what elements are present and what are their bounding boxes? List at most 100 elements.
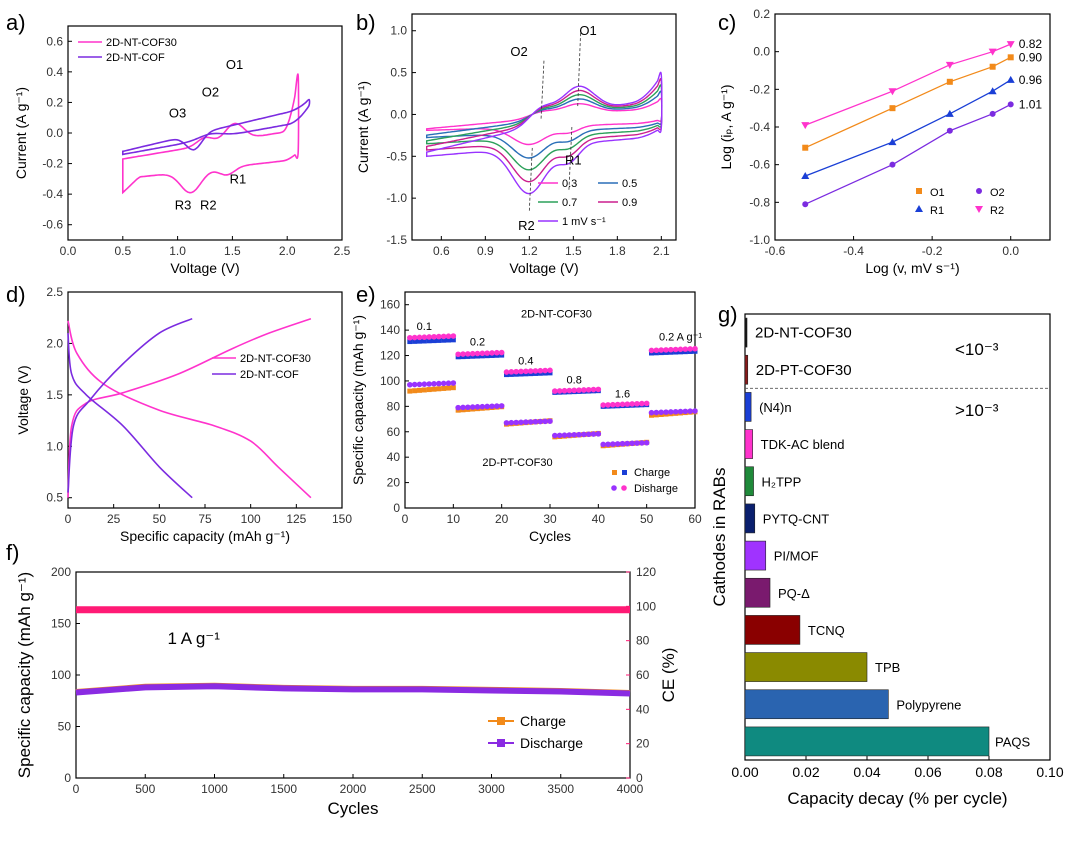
point-R1 — [1006, 75, 1015, 83]
point-2D-PT-COF30-Disharge — [566, 432, 573, 438]
x-tick-label: 2.5 — [334, 244, 351, 258]
x-axis-label: Log (v, mV s⁻¹) — [865, 260, 959, 276]
point-2D-NT-COF30-Disharge — [440, 333, 447, 340]
y-tick-label: 1.5 — [46, 388, 63, 402]
rate-label: 0.1 — [417, 321, 432, 333]
point-2D-NT-COF30-Disharge — [421, 334, 428, 340]
point-2D-PT-COF30-Disharge — [687, 408, 693, 414]
point-2D-NT-COF30-Disharge — [542, 367, 548, 374]
point-2D-NT-COF30-Charge — [417, 338, 422, 344]
point-2D-NT-COF30-Charge — [412, 338, 418, 344]
peak-guide-line — [568, 126, 573, 190]
panel-a-cv-chart: 0.0 0.5 1.0 1.5 2.0 2.5 -0.6 -0.4 -0.2 0.0 0.2 0.4 0… — [13, 25, 351, 276]
y2-tick-label: 80 — [636, 634, 650, 648]
y-tick-label: 0.2 — [46, 95, 63, 109]
legend-label: 2D-NT-COF30 — [106, 37, 177, 49]
bar-label-TCNQ: TCNQ — [808, 623, 845, 638]
point-2D-NT-COF30-Disharge — [581, 387, 587, 393]
x-axis-label: Voltage (V) — [509, 260, 578, 276]
label-2D-PT-COF30: 2D-PT-COF30 — [482, 457, 552, 469]
bar-label-PI/MOF: PI/MOF — [774, 549, 819, 564]
x-tick-label: 2000 — [340, 782, 367, 796]
x-tick-label: 1500 — [270, 782, 297, 796]
point-2D-NT-COF30-Disharge — [571, 387, 577, 394]
y-tick-label: 0.5 — [390, 66, 407, 80]
point-2D-PT-COF30-Disharge — [629, 440, 635, 447]
bar-TDK-AC blend — [744, 429, 753, 459]
point-2D-PT-COF30-Disharge — [692, 408, 698, 414]
point-2D-PT-COF30-Disharge — [610, 441, 616, 447]
y-axis-label: Current (A g⁻¹) — [355, 81, 371, 173]
panel-c-log-chart: -0.6 -0.4 -0.2 0.0 -1.0 -0.8 -0.6 -0.4 -0.2 0.0 0.… — [718, 7, 1051, 276]
label-2D-NT-COF30: 2D-NT-COF30 — [521, 308, 592, 320]
y-tick-label: -0.6 — [42, 218, 63, 232]
point-2D-PT-COF30-Disharge — [498, 403, 505, 409]
annotation-R1: R1 — [230, 171, 247, 186]
x-tick-label: 1.0 — [169, 244, 186, 258]
point-2D-NT-COF30-Disharge — [479, 350, 486, 357]
point-O1 — [802, 144, 809, 151]
x-axis-label: Specific capacity (mAh g⁻¹) — [120, 528, 290, 544]
point-2D-PT-COF30-Disharge — [479, 403, 486, 410]
x-tick-label: 0 — [73, 782, 80, 796]
legend-label: Charge — [520, 713, 566, 729]
y-tick-label: -0.4 — [42, 187, 63, 201]
plot-frame — [411, 13, 677, 241]
bar-PYTQ-CNT — [744, 503, 756, 534]
legend-marker — [497, 739, 505, 747]
bar-label-Polypyrene: Polypyrene — [896, 697, 961, 712]
legend-label: 0.3 — [562, 178, 577, 190]
point-2D-NT-COF30-Disharge — [561, 387, 568, 394]
point-2D-PT-COF30-Disharge — [469, 404, 476, 410]
plot-frame — [67, 291, 343, 509]
threshold-label-above: >10⁻³ — [955, 401, 999, 420]
point-2D-NT-COF30-Disharge — [474, 350, 481, 357]
point-2D-NT-COF30-Disharge — [629, 401, 635, 407]
point-2D-PT-COF30-Disharge — [421, 381, 428, 387]
legend-marker — [622, 470, 627, 475]
y-tick-label: 60 — [387, 425, 401, 439]
point-2D-PT-COF30-Disharge — [532, 418, 539, 425]
x-tick-label: 4000 — [617, 782, 644, 796]
point-2D-PT-COF30-Charge — [421, 387, 427, 393]
slope-label-O2: 1.01 — [1019, 97, 1043, 111]
point-2D-PT-COF30-Disharge — [585, 431, 592, 438]
point-2D-NT-COF30-Disharge — [484, 350, 490, 356]
legend-label: O2 — [990, 187, 1005, 199]
point-2D-NT-COF30-Disharge — [687, 346, 693, 352]
point-O2 — [802, 201, 809, 208]
point-2D-PT-COF30-Disharge — [556, 432, 563, 439]
bar-label-TPB: TPB — [875, 660, 900, 675]
point-2D-PT-COF30-Disharge — [542, 418, 548, 425]
y-tick-label: 100 — [380, 374, 400, 388]
point-2D-PT-COF30-Disharge — [595, 431, 602, 437]
x-tick-label: 2500 — [409, 782, 436, 796]
point-2D-PT-COF30-Disharge — [639, 440, 645, 446]
bar-label-H₂TPP: H₂TPP — [762, 474, 802, 489]
point-2D-PT-COF30-Disharge — [455, 404, 461, 411]
point-O1 — [889, 105, 896, 112]
legend-label: Disharge — [634, 483, 678, 495]
legend-label: Charge — [634, 467, 670, 479]
rate-label: 0.2 A g⁻¹ — [659, 331, 702, 343]
point-2D-PT-COF30-Disharge — [634, 440, 640, 446]
y-axis-label: Current (A g⁻¹) — [13, 87, 29, 179]
bar-PAQS — [744, 726, 990, 757]
legend-marker — [611, 485, 617, 491]
point-2D-NT-COF30-Disharge — [619, 401, 626, 408]
x-tick-label: 1.8 — [609, 244, 626, 258]
y-tick-label: 150 — [51, 617, 71, 631]
y-tick-label: 40 — [387, 450, 401, 464]
point-2D-NT-COF30-Charge — [431, 338, 437, 344]
point-2D-PT-COF30-Disharge — [653, 409, 660, 416]
y-tick-label: -0.2 — [749, 82, 770, 96]
bar-label-2D-PT-COF30: 2D-PT-COF30 — [756, 362, 852, 379]
bar-label-(N4)n: (N4)n — [759, 400, 792, 415]
y-tick-label: 0.0 — [46, 126, 63, 140]
point-2D-PT-COF30-Disharge — [561, 432, 568, 438]
y-tick-label: 140 — [380, 323, 400, 337]
point-2D-NT-COF30-Disharge — [556, 388, 563, 394]
legend-label: 0.9 — [622, 197, 637, 209]
y-tick-label: 160 — [380, 298, 400, 312]
point-R2 — [945, 61, 954, 69]
